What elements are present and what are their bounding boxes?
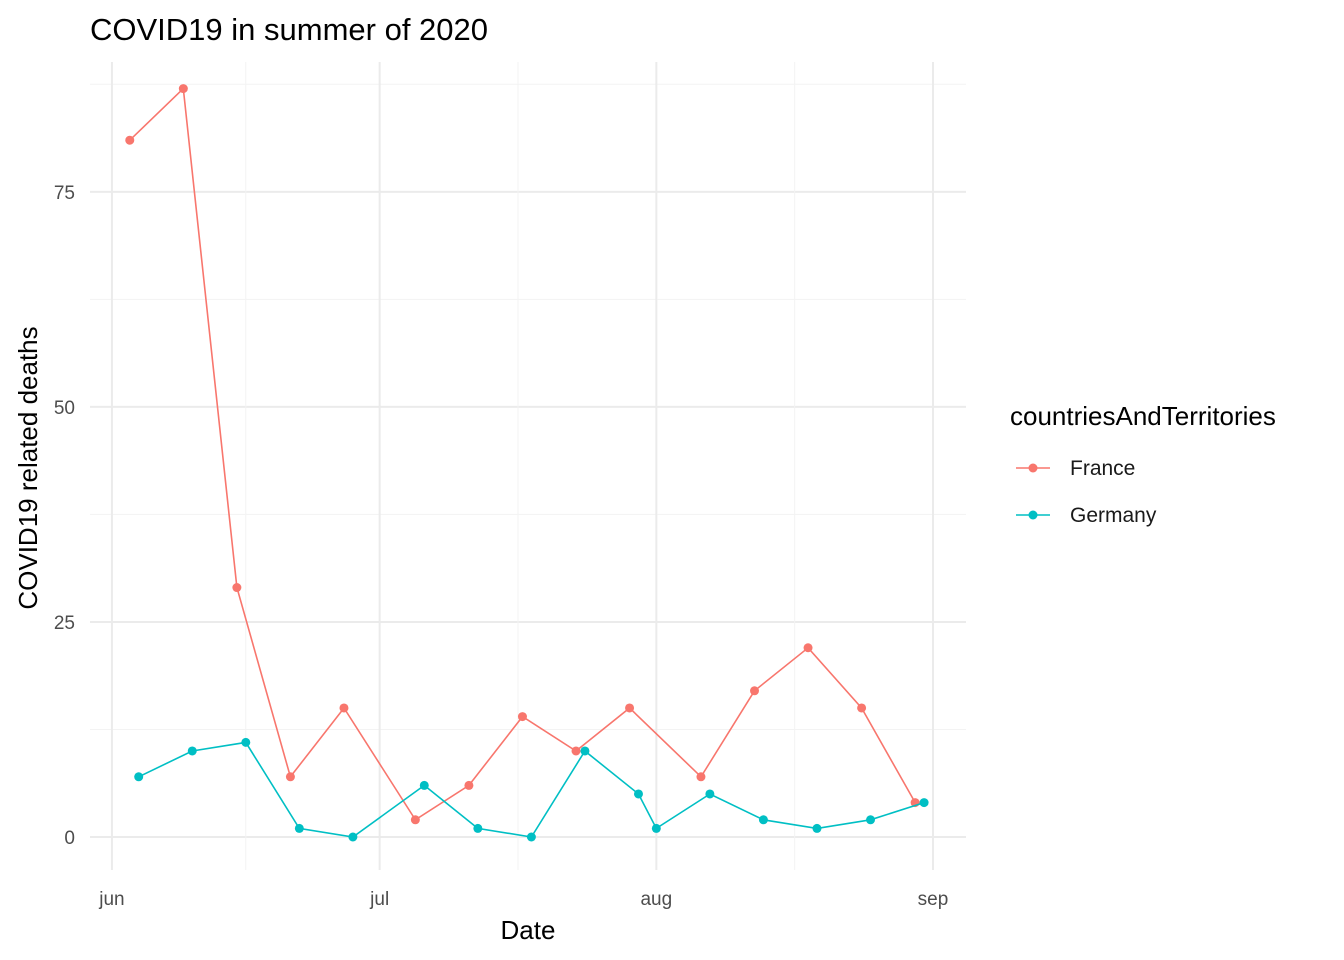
data-point <box>857 703 867 713</box>
legend-label: France <box>1070 457 1135 480</box>
data-point <box>919 798 929 808</box>
y-tick-label: 75 <box>54 183 75 204</box>
data-point <box>651 823 661 833</box>
legend: countriesAndTerritories France Germany <box>1010 401 1276 527</box>
data-point <box>464 780 474 790</box>
data-point <box>696 772 706 782</box>
x-tick-label: sep <box>918 889 949 910</box>
legend-label: Germany <box>1070 504 1157 527</box>
data-point <box>750 686 760 696</box>
legend-item-germany: Germany <box>1016 504 1157 527</box>
data-point <box>187 746 197 756</box>
legend-item-france: France <box>1016 457 1135 480</box>
data-point <box>125 135 135 145</box>
x-axis-ticks: jun jul aug sep <box>98 889 948 910</box>
data-point <box>241 737 251 747</box>
data-point <box>758 815 768 825</box>
x-tick-label: jul <box>369 889 389 910</box>
x-tick-label: jun <box>98 889 124 910</box>
data-point <box>633 789 643 799</box>
series-lines <box>125 84 929 842</box>
series-line <box>129 86 916 821</box>
legend-key-point <box>1028 510 1038 520</box>
y-tick-label: 25 <box>54 613 75 634</box>
series-line <box>138 741 925 838</box>
y-tick-label: 0 <box>64 828 75 849</box>
series-france <box>125 84 920 825</box>
y-axis-title: COVID19 related deaths <box>13 326 43 609</box>
data-point <box>285 772 295 782</box>
y-tick-label: 50 <box>54 398 75 419</box>
data-point <box>178 84 188 94</box>
data-point <box>348 832 358 842</box>
y-axis-ticks: 0 25 50 75 <box>54 183 75 849</box>
grid <box>90 62 966 870</box>
data-point <box>232 583 242 593</box>
x-axis-title: Date <box>501 915 556 945</box>
data-point <box>803 643 813 653</box>
data-point <box>526 832 536 842</box>
x-tick-label: aug <box>640 889 672 910</box>
data-point <box>294 823 304 833</box>
legend-items: France Germany <box>1016 457 1157 527</box>
legend-key-point <box>1028 463 1038 473</box>
data-point <box>134 772 144 782</box>
data-point <box>812 823 822 833</box>
data-point <box>580 746 590 756</box>
data-point <box>705 789 715 799</box>
chart-title: COVID19 in summer of 2020 <box>90 12 488 47</box>
series-germany <box>134 737 929 842</box>
legend-title: countriesAndTerritories <box>1010 401 1276 431</box>
data-point <box>473 823 483 833</box>
data-point <box>517 712 527 722</box>
data-point <box>625 703 635 713</box>
data-point <box>866 815 876 825</box>
data-point <box>419 780 429 790</box>
data-point <box>571 746 581 756</box>
data-point <box>410 815 420 825</box>
data-point <box>339 703 349 713</box>
